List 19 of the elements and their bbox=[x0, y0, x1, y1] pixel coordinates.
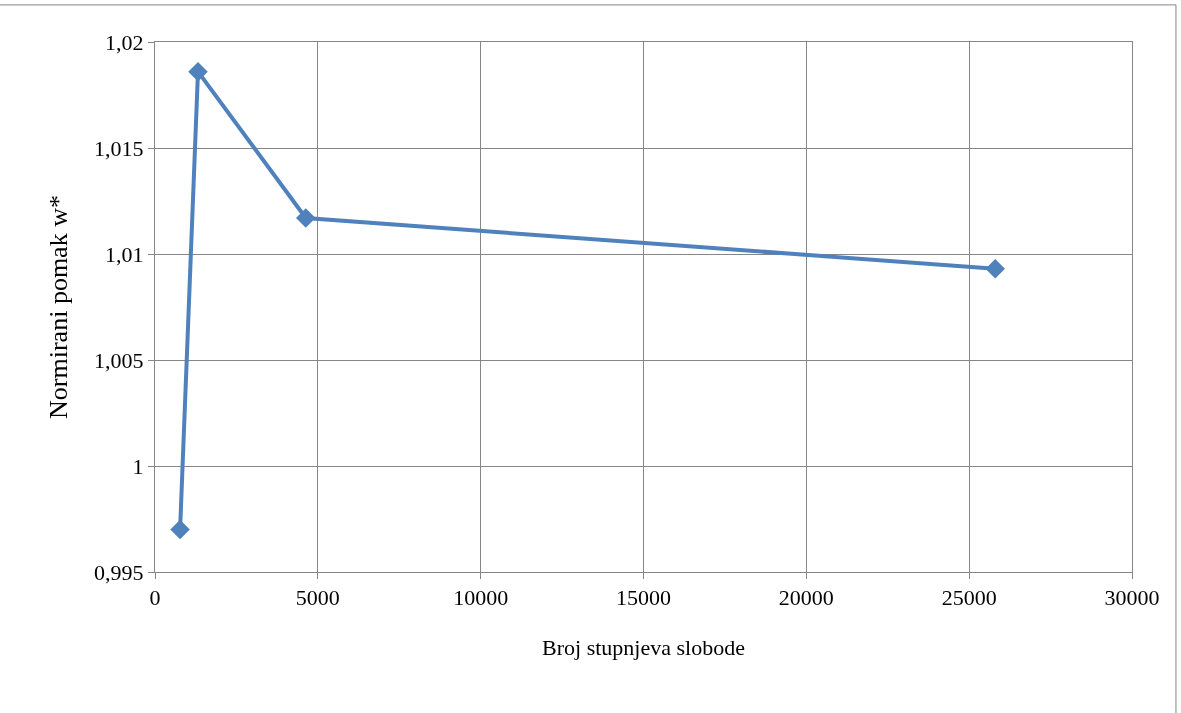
x-tick-label: 5000 bbox=[295, 585, 340, 611]
x-axis-title: Broj stupnjeva slobode bbox=[542, 635, 745, 661]
y-tick-label: 1 bbox=[132, 453, 144, 479]
x-tick-label: 10000 bbox=[453, 585, 509, 611]
y-tick-label: 0,995 bbox=[94, 559, 144, 585]
x-tick-label: 15000 bbox=[616, 585, 671, 611]
y-tick-label: 1,02 bbox=[105, 29, 144, 55]
point bbox=[188, 61, 208, 82]
y-tick-label: 1,015 bbox=[94, 135, 144, 161]
point bbox=[296, 208, 316, 228]
x-tick-label: 30000 bbox=[1104, 585, 1160, 611]
x-tick-label: 0 bbox=[149, 585, 161, 611]
point bbox=[170, 519, 190, 540]
x-tick-label: 25000 bbox=[941, 585, 997, 611]
y-axis-title: Normirani pomak w* bbox=[44, 195, 74, 419]
y-tick-label: 1,005 bbox=[94, 347, 144, 373]
y-tick-label: 1,01 bbox=[105, 241, 144, 267]
point bbox=[985, 259, 1005, 279]
x-tick-label: 20000 bbox=[778, 585, 834, 611]
